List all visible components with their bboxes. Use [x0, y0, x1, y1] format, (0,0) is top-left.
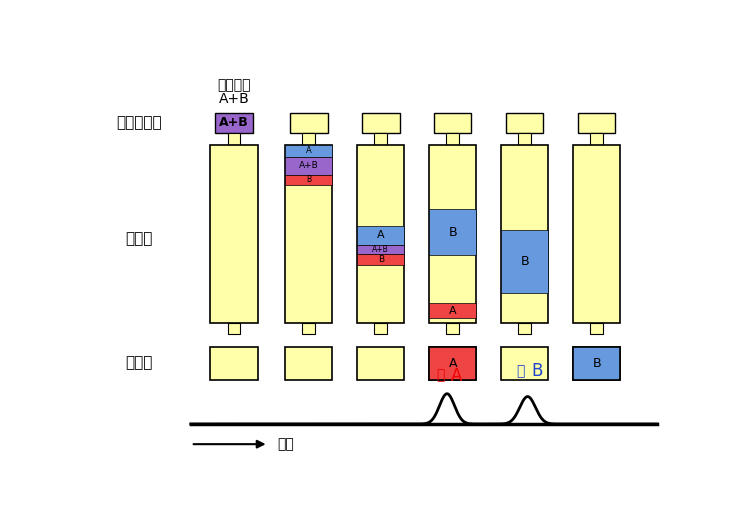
Text: B: B [592, 356, 601, 369]
Bar [519, 134, 531, 145]
Bar [519, 323, 531, 334]
Bar [285, 145, 332, 157]
Bar [362, 113, 400, 134]
Bar [357, 254, 404, 265]
Bar [429, 346, 476, 379]
Text: B: B [306, 176, 311, 184]
Bar [573, 346, 620, 379]
Bar [374, 323, 387, 334]
Bar [374, 134, 387, 145]
Bar [591, 134, 603, 145]
Text: A: A [450, 367, 462, 385]
Bar [447, 323, 459, 334]
Bar [573, 145, 620, 323]
Text: 检测器: 检测器 [126, 356, 152, 370]
Bar [357, 346, 404, 379]
Bar [434, 113, 472, 134]
Text: A+B: A+B [218, 92, 250, 106]
Bar [285, 157, 332, 176]
Text: A+B: A+B [299, 161, 319, 170]
Bar [302, 134, 315, 145]
Bar [302, 323, 315, 334]
Text: 样品注入: 样品注入 [217, 78, 250, 92]
Text: A: A [377, 231, 385, 241]
Bar [591, 323, 603, 334]
Bar [506, 113, 543, 134]
Bar [357, 226, 404, 245]
Text: 峰: 峰 [436, 368, 444, 383]
Text: 样品注入口: 样品注入口 [116, 115, 162, 130]
Bar [210, 346, 258, 379]
Text: A+B: A+B [219, 116, 249, 129]
Bar [357, 245, 404, 254]
Bar [578, 113, 615, 134]
Bar [429, 303, 476, 318]
Bar [227, 134, 240, 145]
Bar [357, 145, 404, 323]
Text: A: A [449, 305, 457, 315]
Bar [573, 346, 620, 379]
Bar [501, 145, 548, 323]
Text: B: B [377, 255, 384, 264]
Text: B: B [449, 226, 457, 238]
Bar [210, 145, 258, 323]
Text: 时间: 时间 [277, 437, 294, 451]
Bar [215, 113, 253, 134]
Text: 峰: 峰 [516, 364, 525, 378]
Text: A: A [449, 356, 457, 369]
Bar [429, 209, 476, 255]
Bar [501, 346, 548, 379]
Bar [285, 145, 332, 323]
Bar [290, 113, 328, 134]
Text: A: A [306, 146, 311, 155]
Bar [447, 134, 459, 145]
Bar [501, 230, 548, 293]
Bar [227, 323, 240, 334]
Bar [429, 145, 476, 323]
Text: B: B [520, 255, 529, 268]
Text: A+B: A+B [372, 245, 389, 254]
Text: 色谱柱: 色谱柱 [126, 231, 152, 246]
Bar [285, 346, 332, 379]
Bar [285, 176, 332, 184]
Bar [429, 346, 476, 379]
Text: B: B [531, 363, 542, 380]
